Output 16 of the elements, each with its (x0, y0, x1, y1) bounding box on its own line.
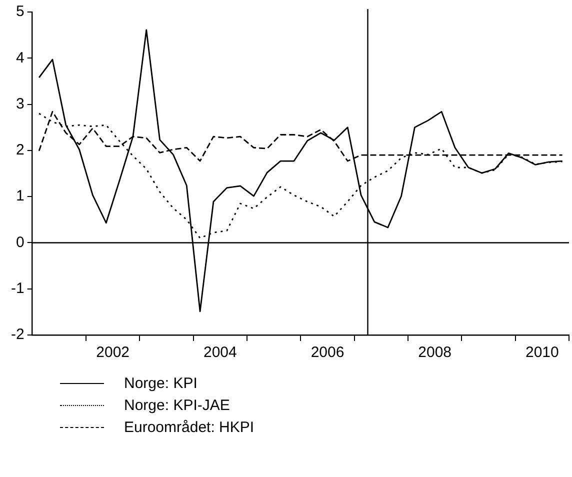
x-tick-label: 2010 (525, 344, 559, 362)
y-tick-label: 1 (16, 188, 24, 205)
x-tick-label: 2006 (310, 344, 344, 362)
x-tick-label: 2002 (96, 344, 130, 362)
legend-label: Euroområdet: HKPI (124, 418, 254, 436)
y-tick-label: 0 (16, 234, 24, 251)
y-tick-label: 4 (16, 49, 24, 66)
x-tick-label: 2008 (418, 344, 452, 362)
y-tick-label: 5 (16, 3, 24, 20)
y-tick-label: 3 (16, 95, 24, 112)
legend-label: Norge: KPI-JAE (124, 396, 230, 414)
y-tick-label: 2 (16, 142, 24, 159)
y-tick-label: -1 (10, 280, 24, 297)
legend-label: Norge: KPI (124, 374, 198, 392)
x-tick-label: 2004 (203, 344, 237, 362)
y-tick-label: -2 (10, 326, 24, 344)
